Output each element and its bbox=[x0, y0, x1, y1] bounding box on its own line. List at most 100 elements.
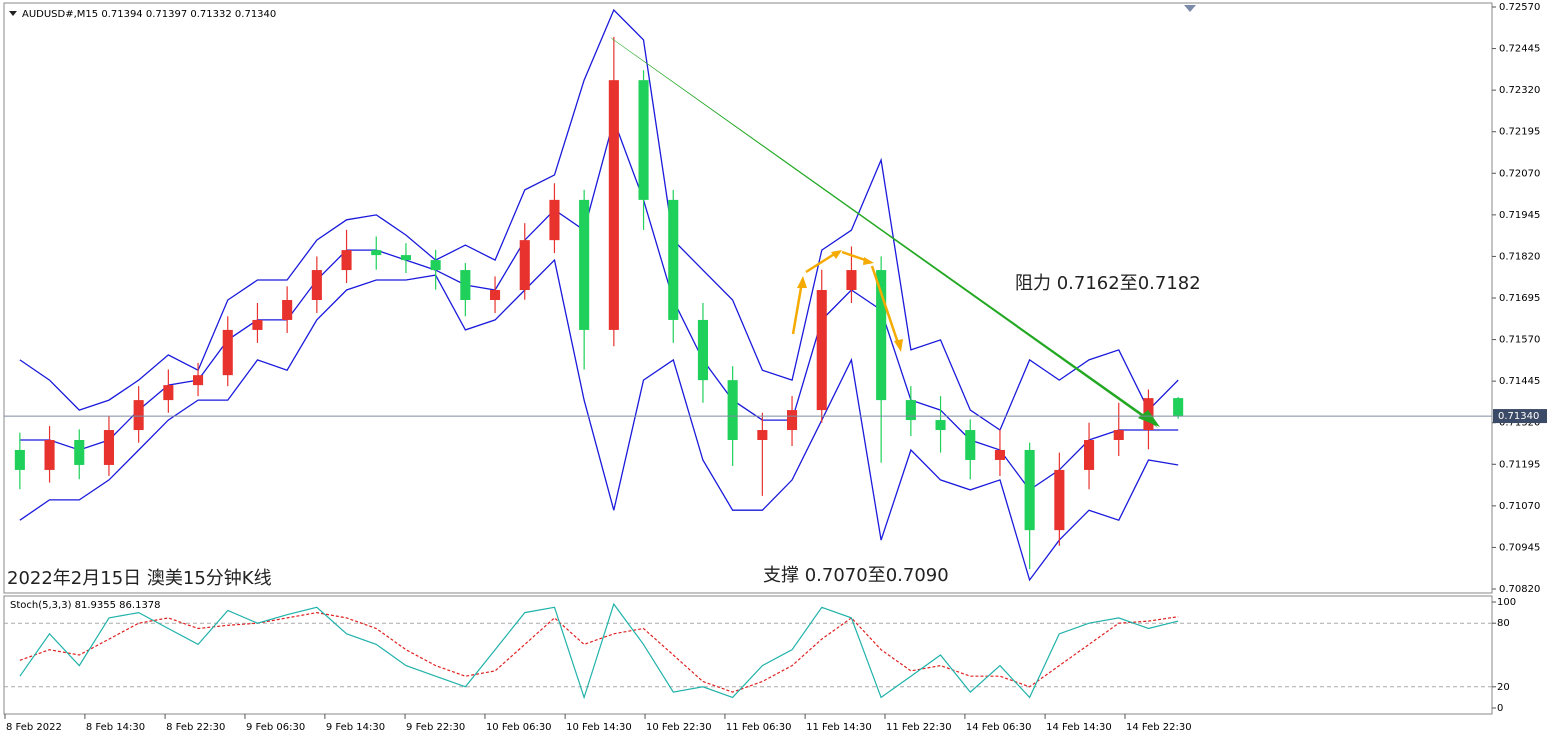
x-tick-label: 10 Feb 14:30 bbox=[566, 722, 632, 733]
candle-body bbox=[1024, 449, 1035, 531]
candle-body bbox=[935, 420, 946, 431]
shift-marker bbox=[1184, 5, 1196, 12]
arrow-head bbox=[863, 257, 874, 265]
candle-body bbox=[1054, 469, 1065, 531]
candle-body bbox=[787, 410, 798, 431]
y-tick-label: 0.72070 bbox=[1499, 168, 1540, 179]
candle-body bbox=[638, 80, 649, 200]
last-price-label: 0.71340 bbox=[1498, 411, 1539, 422]
arrow-top-right bbox=[841, 250, 869, 263]
candle-body bbox=[757, 430, 768, 441]
candle-body bbox=[490, 290, 501, 300]
candle-body bbox=[579, 199, 590, 330]
stoch-title: Stoch(5,3,3) 81.9355 86.1378 bbox=[10, 600, 161, 611]
candle-body bbox=[341, 250, 352, 271]
candle-body bbox=[727, 380, 738, 441]
stoch-panel bbox=[3, 595, 1493, 715]
candle-body bbox=[44, 440, 55, 470]
arrow-head bbox=[894, 339, 903, 352]
x-tick-label: 14 Feb 06:30 bbox=[966, 722, 1032, 733]
x-tick-label: 8 Feb 22:30 bbox=[166, 722, 225, 733]
x-tick-label: 9 Feb 06:30 bbox=[246, 722, 305, 733]
annotation: 阻力 0.7162至0.7182 bbox=[1015, 273, 1201, 294]
candle-body bbox=[460, 270, 471, 300]
candle-body bbox=[1173, 398, 1184, 417]
y-tick-label: 0.72445 bbox=[1499, 44, 1540, 55]
y-tick-label: 0.70820 bbox=[1499, 584, 1540, 595]
candle-body bbox=[282, 299, 293, 320]
y-tick-label: 0.71070 bbox=[1499, 501, 1540, 512]
stoch-y-tick-label: 20 bbox=[1497, 682, 1510, 693]
stoch-y-tick-label: 100 bbox=[1497, 597, 1516, 608]
candle-body bbox=[14, 449, 25, 470]
y-tick-label: 0.72320 bbox=[1499, 85, 1540, 96]
candle-body bbox=[994, 449, 1005, 460]
candle-body bbox=[74, 440, 85, 465]
x-tick-label: 8 Feb 2022 bbox=[6, 722, 62, 733]
y-tick-label: 0.72195 bbox=[1499, 127, 1540, 138]
x-tick-label: 10 Feb 22:30 bbox=[646, 722, 712, 733]
x-tick-label: 9 Feb 22:30 bbox=[406, 722, 465, 733]
candle-body bbox=[876, 270, 887, 401]
candle-body bbox=[252, 319, 263, 330]
menu-triangle[interactable] bbox=[9, 11, 17, 16]
candle-body bbox=[846, 270, 857, 291]
trend-arrow-head bbox=[1138, 410, 1160, 427]
price-panel bbox=[3, 2, 1493, 594]
band-lower bbox=[19, 258, 1179, 582]
candle-body bbox=[430, 260, 441, 271]
candle-body bbox=[816, 290, 827, 411]
candle-body bbox=[311, 270, 322, 300]
x-tick-label: 11 Feb 14:30 bbox=[806, 722, 872, 733]
y-tick-label: 0.72570 bbox=[1499, 2, 1540, 13]
candle-body bbox=[133, 400, 144, 431]
last-price-box bbox=[1493, 409, 1547, 424]
candle-body bbox=[905, 400, 916, 421]
candle-body bbox=[608, 80, 619, 330]
candle-body bbox=[1113, 430, 1124, 441]
x-tick-label: 14 Feb 22:30 bbox=[1126, 722, 1192, 733]
y-tick-label: 0.71695 bbox=[1499, 293, 1540, 304]
candle-body bbox=[193, 375, 204, 386]
candle-body bbox=[549, 199, 560, 241]
y-tick-label: 0.71570 bbox=[1499, 335, 1540, 346]
stoch-k bbox=[19, 602, 1179, 700]
y-tick-label: 0.70945 bbox=[1499, 542, 1540, 553]
arrow-head bbox=[831, 250, 842, 259]
candle-body bbox=[400, 255, 411, 261]
candle-body bbox=[519, 240, 530, 291]
y-tick-label: 0.71195 bbox=[1499, 459, 1540, 470]
stoch-y-tick-label: 80 bbox=[1497, 618, 1510, 629]
y-tick-label: 0.71445 bbox=[1499, 376, 1540, 387]
stoch-y-tick-label: 0 bbox=[1497, 703, 1503, 714]
x-tick-label: 10 Feb 06:30 bbox=[486, 722, 552, 733]
bands-layer bbox=[19, 8, 1179, 582]
x-tick-label: 8 Feb 14:30 bbox=[86, 722, 145, 733]
pattern-arrows bbox=[791, 250, 901, 347]
candle-body bbox=[668, 199, 679, 320]
chart-title: AUDUSD#,M15 0.71394 0.71397 0.71332 0.71… bbox=[22, 9, 276, 20]
candle-body bbox=[1084, 440, 1095, 470]
annotation: 支撑 0.7070至0.7090 bbox=[763, 565, 949, 586]
y-tick-label: 0.71945 bbox=[1499, 210, 1540, 221]
trend-line bbox=[610, 37, 1158, 428]
arrow-heads bbox=[797, 250, 903, 352]
arrow-head bbox=[797, 276, 807, 288]
x-tick-label: 9 Feb 14:30 bbox=[326, 722, 385, 733]
x-tick-label: 11 Feb 06:30 bbox=[726, 722, 792, 733]
candle-body bbox=[371, 250, 382, 256]
candle-body bbox=[965, 430, 976, 460]
band-middle bbox=[19, 117, 1179, 491]
band-upper bbox=[19, 8, 1179, 431]
x-tick-label: 11 Feb 22:30 bbox=[886, 722, 952, 733]
arrow-up bbox=[791, 281, 804, 335]
x-tick-label: 14 Feb 14:30 bbox=[1046, 722, 1112, 733]
candles-layer bbox=[14, 36, 1184, 570]
y-tick-label: 0.71820 bbox=[1499, 251, 1540, 262]
candle-body bbox=[697, 319, 708, 381]
annotation: 2022年2月15日 澳美15分钟K线 bbox=[7, 568, 272, 589]
candle-body bbox=[163, 385, 174, 401]
y-tick-label: 0.71320 bbox=[1499, 418, 1540, 429]
